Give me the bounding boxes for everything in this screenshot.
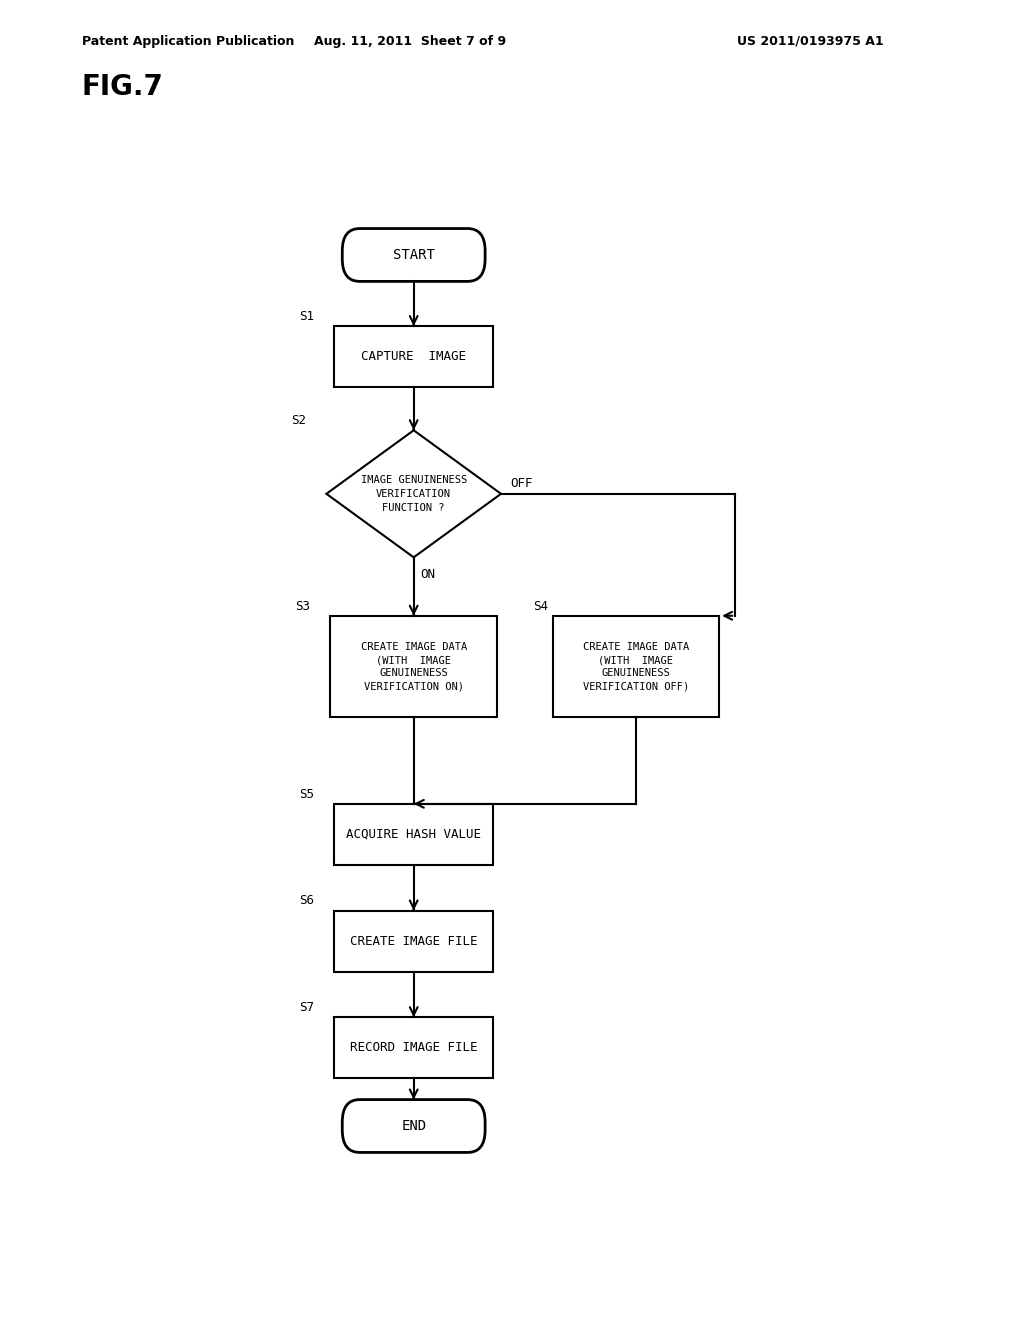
Text: S4: S4 [534,599,549,612]
Text: S1: S1 [299,310,314,323]
Bar [553,615,719,718]
Text: CREATE IMAGE FILE: CREATE IMAGE FILE [350,935,477,948]
FancyBboxPatch shape [342,1100,485,1152]
Bar [331,615,497,718]
Text: END: END [401,1119,426,1133]
FancyBboxPatch shape [342,228,485,281]
Bar [334,911,494,972]
Text: RECORD IMAGE FILE: RECORD IMAGE FILE [350,1041,477,1055]
Text: CREATE IMAGE DATA
(WITH  IMAGE
GENUINENESS
VERIFICATION OFF): CREATE IMAGE DATA (WITH IMAGE GENUINENES… [583,642,689,692]
Text: IMAGE GENUINENESS
VERIFICATION
FUNCTION ?: IMAGE GENUINENESS VERIFICATION FUNCTION … [360,475,467,512]
Text: OFF: OFF [511,477,534,490]
Text: START: START [393,248,434,261]
Text: S2: S2 [292,414,306,428]
Text: ACQUIRE HASH VALUE: ACQUIRE HASH VALUE [346,828,481,841]
Text: Aug. 11, 2011  Sheet 7 of 9: Aug. 11, 2011 Sheet 7 of 9 [313,34,506,48]
Text: FIG.7: FIG.7 [82,73,164,102]
Polygon shape [327,430,501,557]
Bar [334,326,494,387]
Bar [334,1018,494,1078]
Text: S7: S7 [299,1001,314,1014]
Text: CREATE IMAGE DATA
(WITH  IMAGE
GENUINENESS
VERIFICATION ON): CREATE IMAGE DATA (WITH IMAGE GENUINENES… [360,642,467,692]
Text: US 2011/0193975 A1: US 2011/0193975 A1 [737,34,884,48]
Text: Patent Application Publication: Patent Application Publication [82,34,294,48]
Bar [334,804,494,865]
Text: ON: ON [420,568,435,581]
Text: S5: S5 [299,788,314,801]
Text: CAPTURE  IMAGE: CAPTURE IMAGE [361,350,466,363]
Text: S6: S6 [299,895,314,907]
Text: S3: S3 [296,599,310,612]
